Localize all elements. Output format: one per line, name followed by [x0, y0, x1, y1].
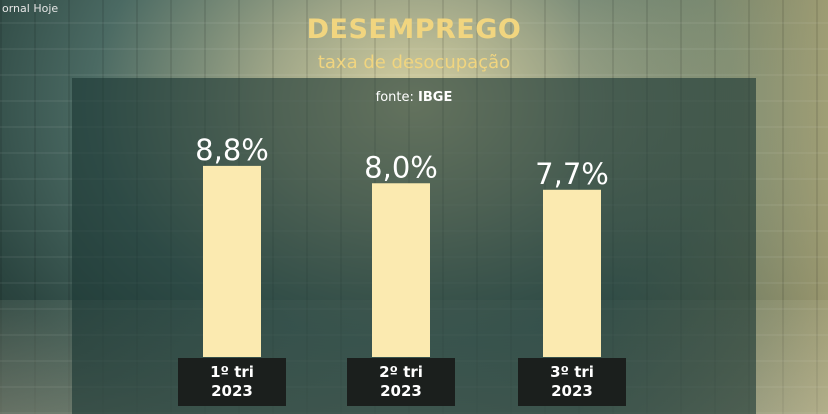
channel-label: ornal Hoje [2, 2, 59, 15]
category-label-box-1 [178, 358, 286, 406]
bar-value-label-2: 8,0% [364, 150, 438, 184]
category-label-box-2 [347, 358, 455, 406]
category-label-3-line-2: 2023 [551, 382, 593, 400]
category-label-2-line-2: 2023 [380, 382, 422, 400]
source-prefix: fonte: [375, 90, 414, 105]
bar-3 [543, 189, 601, 357]
bar-value-label-1: 8,8% [195, 133, 269, 167]
chart-source: fonte: IBGE [0, 90, 828, 105]
bar-1 [203, 165, 261, 357]
category-label-1-line-2: 2023 [211, 382, 253, 400]
category-label-1-line-1: 1º tri [210, 363, 254, 381]
category-label-2-line-1: 2º tri [379, 363, 423, 381]
category-label-3-line-1: 3º tri [550, 363, 594, 381]
source-name: IBGE [418, 90, 453, 105]
category-label-box-3 [518, 358, 626, 406]
bar-value-label-3: 7,7% [535, 157, 609, 191]
chart-subtitle: taxa de desocupação [317, 52, 511, 73]
chart-title: DESEMPREGO [306, 14, 522, 45]
bar-2 [372, 183, 430, 357]
